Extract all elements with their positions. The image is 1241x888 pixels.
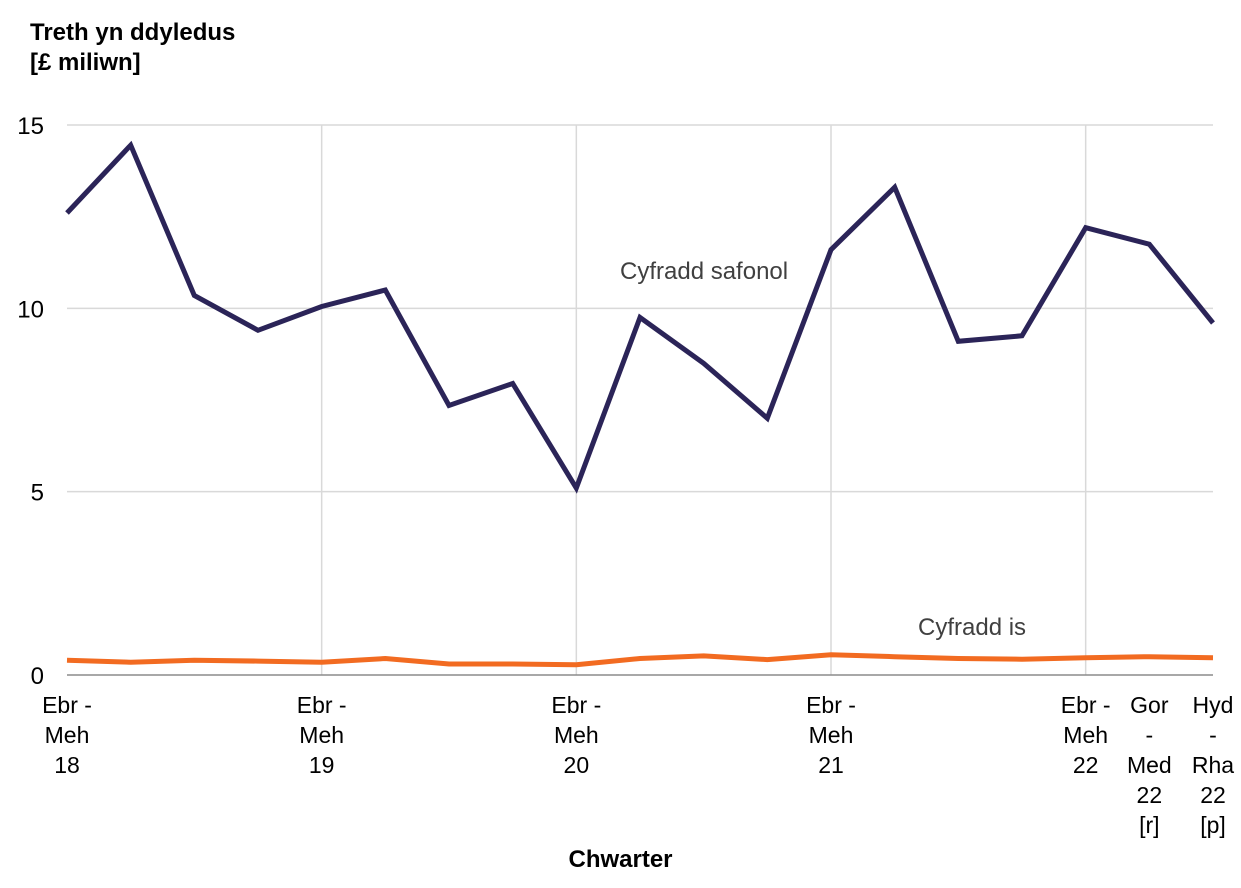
y-tick-label: 5: [31, 480, 44, 507]
series-line-2: [66, 652, 1214, 668]
x-tick-label: Ebr - Meh 21: [806, 692, 856, 778]
series-label-1: Cyfradd safonol: [620, 258, 788, 285]
x-tick-label-line: Meh: [45, 722, 90, 748]
x-tick-label: Ebr - Meh 19: [297, 692, 347, 778]
x-tick-label: Gor - Med 22 [r]: [1127, 692, 1172, 838]
x-tick-label-line: Meh: [809, 722, 854, 748]
x-tick-label-line: Ebr -: [297, 692, 347, 718]
x-tick-label-line: Ebr -: [1061, 692, 1111, 718]
x-tick-label-line: 22: [1073, 752, 1099, 778]
y-tick-label: 10: [17, 296, 44, 323]
chart-title: Treth yn ddyledus [£ miliwn]: [30, 18, 235, 78]
x-tick-label-line: [p]: [1200, 812, 1226, 838]
x-tick-label-line: -: [1145, 722, 1153, 748]
y-tick-label: 15: [17, 113, 44, 140]
chart-title-line-1: Treth yn ddyledus: [30, 19, 236, 46]
y-tick-label: 0: [31, 663, 44, 690]
x-tick-label-line: Meh: [299, 722, 344, 748]
x-tick-label-line: [r]: [1139, 812, 1159, 838]
x-tick-label-line: 22: [1200, 782, 1226, 808]
x-tick-label-line: 19: [309, 752, 335, 778]
x-tick-label-line: Rha: [1192, 752, 1234, 778]
x-axis-label: Chwarter: [568, 846, 673, 873]
x-tick-label-line: Med: [1127, 752, 1172, 778]
x-tick-label-line: 18: [54, 752, 80, 778]
x-tick-label: Ebr - Meh 20: [551, 692, 601, 778]
x-tick-label-line: Meh: [554, 722, 599, 748]
x-tick-label-line: 20: [564, 752, 590, 778]
x-tick-label: Hyd - Rha 22 [p]: [1192, 692, 1234, 838]
x-tick-label: Ebr - Meh 18: [42, 692, 92, 778]
x-tick-label-line: 21: [818, 752, 844, 778]
chart-title-line-2: [£ miliwn]: [30, 49, 141, 76]
series-line-1: [65, 140, 1215, 494]
x-tick-label-line: Meh: [1063, 722, 1108, 748]
x-tick-label-line: Ebr -: [806, 692, 856, 718]
x-tick-label: Ebr - Meh 22: [1061, 692, 1111, 778]
x-tick-label-line: 22: [1137, 782, 1163, 808]
series-label-2: Cyfradd is: [918, 614, 1026, 641]
x-tick-label-line: Gor: [1130, 692, 1169, 718]
x-tick-label-line: Ebr -: [42, 692, 92, 718]
x-tick-label-line: Hyd: [1193, 692, 1234, 718]
x-tick-label-line: -: [1209, 722, 1217, 748]
x-tick-label-line: Ebr -: [551, 692, 601, 718]
